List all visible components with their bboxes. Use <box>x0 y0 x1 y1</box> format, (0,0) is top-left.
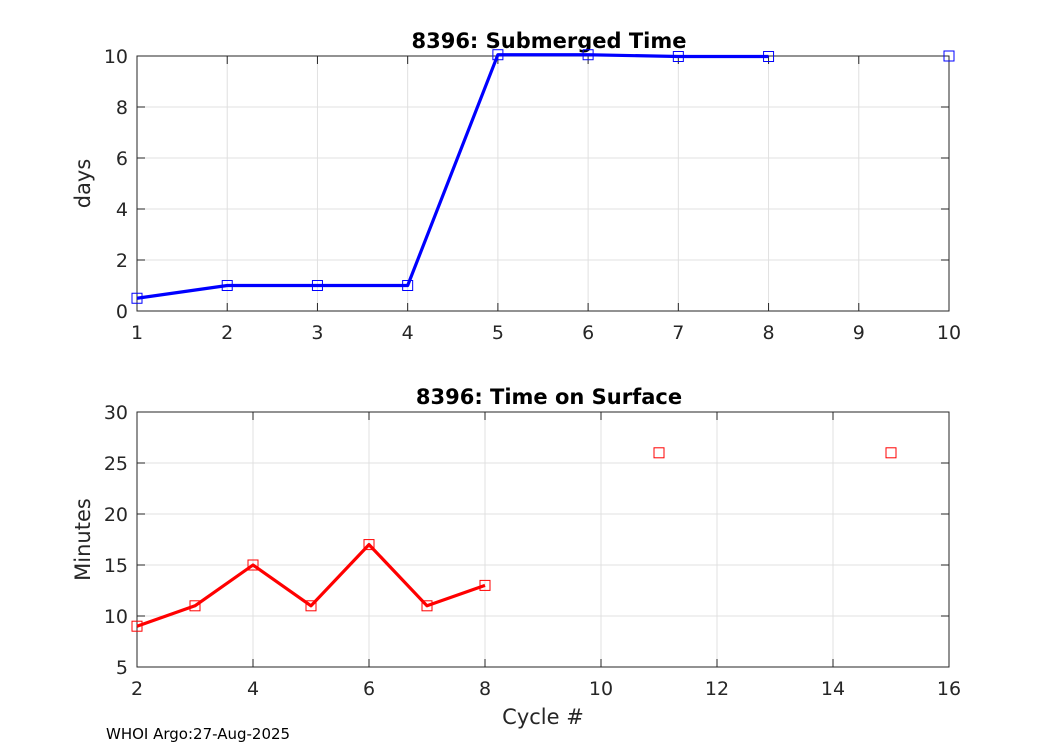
x-tick-label: 10 <box>937 322 961 344</box>
x-tick-label: 5 <box>492 322 504 344</box>
y-tick-label: 10 <box>104 606 128 628</box>
x-tick-label: 7 <box>672 322 684 344</box>
x-tick-label: 14 <box>821 678 845 700</box>
x-tick-label: 12 <box>705 678 729 700</box>
y-tick-label: 2 <box>116 250 128 272</box>
x-axis-label: Cycle # <box>502 705 584 729</box>
data-point <box>311 280 323 291</box>
y-tick-label: 8 <box>116 97 128 119</box>
x-tick-label: 16 <box>937 678 961 700</box>
y-tick-label: 10 <box>104 46 128 68</box>
data-point <box>885 447 897 459</box>
x-tick-label: 8 <box>479 678 491 700</box>
data-point <box>672 51 684 63</box>
y-tick-label: 25 <box>104 453 128 475</box>
data-point <box>582 49 594 61</box>
data-point <box>653 447 665 459</box>
chart-title: 8396: Submerged Time <box>411 29 686 53</box>
data-point <box>131 292 143 304</box>
x-tick-label: 6 <box>582 322 594 344</box>
y-tick-label: 6 <box>116 148 128 170</box>
x-tick-label: 6 <box>363 678 375 700</box>
chart-1: 1 2 3 4 5 6 7 8 9 10 0 2 4 6 8 10 8396: Submerged Time da… <box>71 29 961 344</box>
chart-2: 2 4 6 8 10 12 14 16 5 10 15 20 25 30 8396: Time on Sur… <box>71 385 961 729</box>
data-point <box>402 280 414 291</box>
plot-area <box>137 56 949 311</box>
data-point <box>221 280 233 291</box>
x-tick-label: 3 <box>311 322 323 344</box>
data-point <box>247 559 259 571</box>
x-tick-label: 1 <box>131 322 143 344</box>
y-axis-label: days <box>71 159 95 209</box>
x-tick-label: 9 <box>853 322 865 344</box>
y-tick-label: 5 <box>116 657 128 679</box>
data-point <box>305 600 317 612</box>
y-tick-label: 0 <box>116 301 128 323</box>
data-point <box>421 600 433 612</box>
y-axis-label: Minutes <box>71 498 95 581</box>
y-tick-label: 30 <box>104 402 128 424</box>
series-line <box>136 53 769 300</box>
x-tick-label: 2 <box>131 678 143 700</box>
data-point <box>763 51 775 63</box>
x-tick-label: 2 <box>221 322 233 344</box>
x-tick-label: 8 <box>763 322 775 344</box>
y-tick-label: 4 <box>116 199 128 221</box>
y-tick-label: 20 <box>104 504 128 526</box>
series-line <box>136 542 486 628</box>
data-point <box>131 620 143 632</box>
data-point <box>479 579 491 591</box>
chart-title: 8396: Time on Surface <box>416 385 682 409</box>
axes-frame <box>136 411 950 668</box>
data-point <box>363 539 375 551</box>
data-point <box>492 49 504 61</box>
data-point <box>189 600 201 612</box>
x-tick-label: 4 <box>247 678 259 700</box>
x-tick-label: 4 <box>402 322 414 344</box>
y-tick-label: 15 <box>104 555 128 577</box>
data-point <box>943 50 955 62</box>
plot-area <box>137 412 949 667</box>
x-tick-label: 10 <box>589 678 613 700</box>
footer-text: WHOI Argo:27-Aug-2025 <box>106 725 291 743</box>
